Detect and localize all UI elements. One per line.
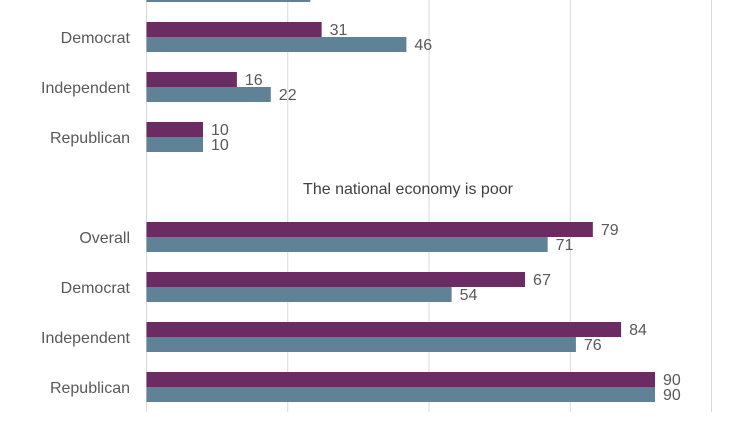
bar bbox=[146, 387, 655, 402]
bar bbox=[146, 122, 203, 137]
category-label: Democrat bbox=[61, 280, 131, 297]
category-label: Overall bbox=[79, 230, 130, 247]
data-label: 10 bbox=[211, 137, 229, 154]
category-label: Independent bbox=[41, 80, 131, 97]
bar bbox=[146, 372, 655, 387]
data-label: 71 bbox=[556, 237, 574, 254]
section-titles: The national economy is poor bbox=[303, 181, 514, 198]
data-label: 90 bbox=[663, 372, 681, 389]
section-title: The national economy is poor bbox=[303, 181, 514, 198]
bar bbox=[146, 87, 271, 102]
data-label: 79 bbox=[601, 222, 619, 239]
category-label: Independent bbox=[41, 330, 131, 347]
data-label: 67 bbox=[533, 272, 551, 289]
data-label: 22 bbox=[279, 87, 297, 104]
data-label: 29 bbox=[318, 0, 336, 4]
data-label: 90 bbox=[663, 387, 681, 404]
bar bbox=[146, 222, 593, 237]
bar bbox=[146, 322, 622, 337]
bar bbox=[146, 272, 526, 287]
bar bbox=[146, 137, 203, 152]
bar bbox=[146, 0, 311, 2]
bar bbox=[146, 72, 237, 87]
category-label: Republican bbox=[50, 130, 130, 147]
data-label: 16 bbox=[245, 72, 263, 89]
data-label: 54 bbox=[460, 287, 478, 304]
bar bbox=[146, 337, 576, 352]
bar bbox=[146, 22, 322, 37]
data-label: 46 bbox=[414, 37, 432, 54]
data-label: 76 bbox=[584, 337, 602, 354]
data-label: 31 bbox=[330, 22, 348, 39]
data-label: 84 bbox=[629, 322, 647, 339]
category-label: Republican bbox=[50, 380, 130, 397]
bar bbox=[146, 37, 407, 52]
labels: Overall 29 Democrat 31 46 Independent 16 22 Repu… bbox=[41, 0, 681, 404]
category-label: Democrat bbox=[61, 30, 131, 47]
bar bbox=[146, 287, 452, 302]
bars bbox=[146, 0, 655, 402]
data-label: 10 bbox=[211, 122, 229, 139]
bar bbox=[146, 237, 548, 252]
